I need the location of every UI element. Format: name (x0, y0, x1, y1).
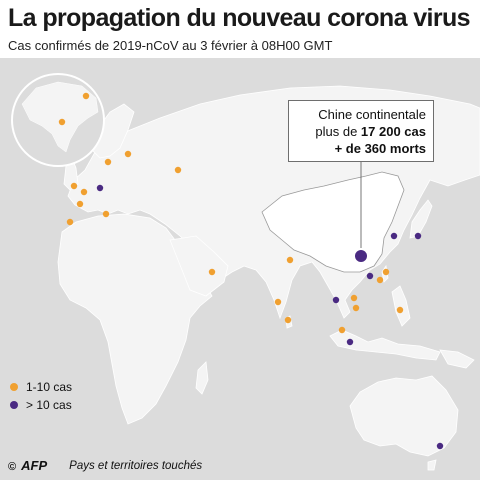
marker-suede (104, 158, 112, 166)
marker-espagne (66, 218, 74, 226)
globe-land (21, 81, 99, 153)
marker-thailande (332, 296, 340, 304)
marker-france (76, 200, 84, 208)
marker-royaume-uni (70, 182, 78, 190)
land-tasmania (427, 459, 437, 471)
marker-macao (376, 276, 384, 284)
china-region (261, 171, 405, 273)
land-arabia (169, 235, 229, 297)
marker-malaisie (338, 326, 346, 334)
page-subtitle: Cas confirmés de 2019-nCoV au 3 février … (8, 38, 333, 53)
marker-italie (102, 210, 110, 218)
marker-belgique (80, 188, 88, 196)
marker-emirats-arabes-unis (208, 268, 216, 276)
legend-low-dot (10, 383, 18, 391)
callout-region-name: Chine continentale (318, 107, 426, 122)
map-caption: Pays et territoires touchés (69, 459, 203, 472)
legend-item-low: 1-10 cas (10, 378, 72, 396)
callout-cases-prefix: plus de (315, 124, 361, 139)
land-philippines (391, 285, 411, 327)
china-callout: Chine continentale plus de 17 200 cas + … (288, 100, 434, 162)
marker-philippines (396, 306, 404, 314)
land-indonesia (329, 329, 441, 361)
callout-deaths: + de 360 morts (334, 141, 426, 156)
marker-finlande (124, 150, 132, 158)
globe-inset (11, 73, 105, 167)
marker-inde (274, 298, 282, 306)
marker-singapour (346, 338, 354, 346)
marker-nepal (286, 256, 294, 264)
marker-layer (58, 92, 444, 450)
marker-hong-kong (366, 272, 374, 280)
land-japan (409, 199, 433, 239)
marker-etats-unis (58, 118, 66, 126)
land-africa (57, 213, 213, 425)
marker-canada (82, 92, 90, 100)
marker-allemagne (96, 184, 104, 192)
credit: © AFP (8, 458, 47, 473)
legend-high-dot (10, 401, 18, 409)
legend-low-label: 1-10 cas (26, 380, 73, 394)
land-madagascar (195, 361, 209, 395)
marker-coree-du-sud (390, 232, 398, 240)
afp-logo: AFP (21, 458, 48, 473)
land-australia (349, 375, 459, 457)
marker-japon (414, 232, 422, 240)
marker-chine-continentale (355, 250, 367, 262)
page-title: La propagation du nouveau corona virus (8, 4, 471, 32)
footer: © AFP Pays et territoires touchés (8, 458, 202, 473)
callout-cases-line: plus de 17 200 cas (289, 123, 426, 140)
legend: 1-10 cas > 10 cas (10, 378, 72, 414)
legend-high-label: > 10 cas (26, 398, 72, 412)
marker-vietnam (352, 304, 360, 312)
marker-cambodge (350, 294, 358, 302)
marker-australie (436, 442, 444, 450)
marker-russie (174, 166, 182, 174)
legend-item-high: > 10 cas (10, 396, 72, 414)
marker-sri-lanka (284, 316, 292, 324)
land-new-guinea (439, 349, 475, 369)
copyright-symbol: © (8, 461, 17, 473)
callout-cases-value: 17 200 cas (360, 124, 426, 139)
marker-taiwan (382, 268, 390, 276)
